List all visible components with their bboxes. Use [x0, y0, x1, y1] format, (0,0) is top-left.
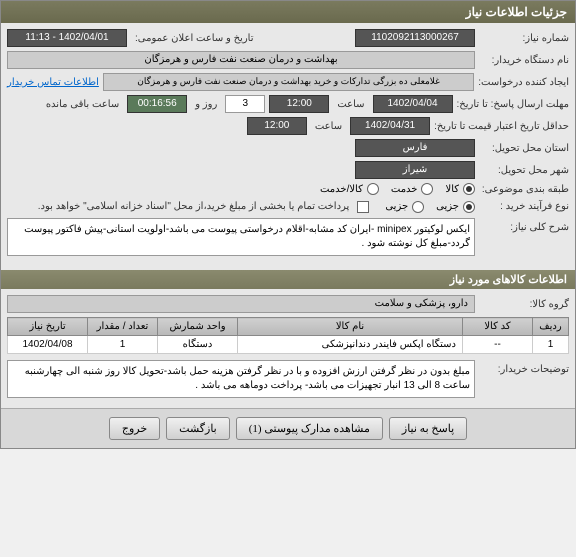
province-label: استان محل تحویل: [479, 143, 569, 154]
requester-label: ایجاد کننده درخواست: [478, 77, 569, 88]
radio-icon [463, 183, 475, 195]
need-number-value: 1102092113000267 [355, 29, 475, 47]
checkbox-icon [357, 201, 369, 213]
treasury-checkbox-item[interactable]: پرداخت تمام یا بخشی از مبلغ خرید،از محل … [34, 199, 370, 214]
deadline-days: 3 [225, 95, 265, 113]
respond-button[interactable]: پاسخ به نیاز [389, 417, 467, 440]
button-bar: پاسخ به نیاز مشاهده مدارک پیوستی (1) باز… [1, 408, 575, 448]
process-option-0[interactable]: جزیی [436, 201, 475, 213]
form-area: شماره نیاز: 1102092113000267 تاریخ و ساع… [1, 23, 575, 266]
need-number-label: شماره نیاز: [479, 33, 569, 44]
deadline-days-label: روز و [191, 99, 221, 110]
attachments-button[interactable]: مشاهده مدارک پیوستی (1) [236, 417, 383, 440]
cell-name: دستگاه اپکس فایندر دندانپزشکی [238, 336, 463, 354]
goods-group-label: گروه کالا: [479, 299, 569, 310]
buyer-notes-label: توضیحات خریدار: [479, 360, 569, 375]
pricing-radio-group: کالا خدمت کالا/خدمت [320, 183, 475, 195]
pricing-option-1-label: خدمت [391, 184, 418, 195]
validity-date: 1402/04/31 [350, 117, 430, 135]
contact-link[interactable]: اطلاعات تماس خریدار [7, 77, 99, 88]
city-label: شهر محل تحویل: [479, 165, 569, 176]
pricing-option-0[interactable]: کالا [445, 183, 475, 195]
radio-icon [463, 201, 475, 213]
th-qty: تعداد / مقدار [88, 318, 158, 336]
window-title: جزئیات اطلاعات نیاز [466, 5, 567, 19]
radio-icon [367, 183, 379, 195]
process-option-0-label: جزیی [436, 201, 459, 212]
deadline-remaining-label: ساعت باقی مانده [42, 99, 123, 110]
pricing-option-1[interactable]: خدمت [391, 183, 434, 195]
deadline-label: مهلت ارسال پاسخ: تا تاریخ: [457, 99, 569, 110]
buyer-name-label: نام دستگاه خریدار: [479, 55, 569, 66]
th-idx: ردیف [533, 318, 569, 336]
deadline-countdown: 00:16:56 [127, 95, 187, 113]
goods-area: گروه کالا: دارو، پزشکی و سلامت ردیف کد ک… [1, 289, 575, 408]
process-label: نوع فرآیند خرید : [479, 201, 569, 212]
cell-code: -- [463, 336, 533, 354]
cell-qty: 1 [88, 336, 158, 354]
goods-group-value: دارو، پزشکی و سلامت [7, 295, 475, 313]
details-window: جزئیات اطلاعات نیاز شماره نیاز: 11020921… [0, 0, 576, 449]
pricing-option-2[interactable]: کالا/خدمت [320, 183, 379, 195]
need-desc-label: شرح کلی نیاز: [479, 218, 569, 233]
buyer-name-value: بهداشت و درمان صنعت نفت فارس و هرمزگان [7, 51, 475, 69]
deadline-time: 12:00 [269, 95, 329, 113]
process-option-1-label: جزیی [385, 201, 408, 212]
requester-value: غلامعلی ده بزرگی تدارکات و خرید بهداشت و… [103, 73, 474, 91]
th-name: نام کالا [238, 318, 463, 336]
cell-idx: 1 [533, 336, 569, 354]
deadline-time-label: ساعت [333, 99, 368, 110]
process-option-1[interactable]: جزیی [385, 201, 424, 213]
treasury-note: پرداخت تمام یا بخشی از مبلغ خرید،از محل … [34, 199, 354, 214]
exit-button[interactable]: خروج [109, 417, 160, 440]
table-header-row: ردیف کد کالا نام کالا واحد شمارش تعداد /… [8, 318, 569, 336]
cell-unit: دستگاه [158, 336, 238, 354]
back-button[interactable]: بازگشت [166, 417, 230, 440]
validity-label: حداقل تاریخ اعتبار قیمت تا تاریخ: [434, 121, 569, 132]
table-row[interactable]: 1 -- دستگاه اپکس فایندر دندانپزشکی دستگا… [8, 336, 569, 354]
announce-label: تاریخ و ساعت اعلان عمومی: [131, 33, 351, 44]
city-value: شیراز [355, 161, 475, 179]
window-title-bar: جزئیات اطلاعات نیاز [1, 1, 575, 23]
province-value: فارس [355, 139, 475, 157]
pricing-label: طبقه بندی موضوعی: [479, 184, 569, 195]
radio-icon [421, 183, 433, 195]
th-date: تاریخ نیاز [8, 318, 88, 336]
validity-time-label: ساعت [311, 121, 346, 132]
goods-table: ردیف کد کالا نام کالا واحد شمارش تعداد /… [7, 317, 569, 354]
validity-time: 12:00 [247, 117, 307, 135]
th-code: کد کالا [463, 318, 533, 336]
cell-date: 1402/04/08 [8, 336, 88, 354]
pricing-option-0-label: کالا [445, 184, 459, 195]
th-unit: واحد شمارش [158, 318, 238, 336]
process-radio-group: جزیی جزیی [385, 201, 475, 213]
radio-icon [412, 201, 424, 213]
deadline-date: 1402/04/04 [373, 95, 453, 113]
goods-section-header: اطلاعات کالاهای مورد نیاز [1, 270, 575, 289]
pricing-option-2-label: کالا/خدمت [320, 184, 363, 195]
buyer-notes-value: مبلغ بدون در نظر گرفتن ارزش افزوده و با … [7, 360, 475, 398]
need-desc-value: ایکس لوکیتور minipex -ایران کد مشابه-اقل… [7, 218, 475, 256]
announce-value: 1402/04/01 - 11:13 [7, 29, 127, 47]
